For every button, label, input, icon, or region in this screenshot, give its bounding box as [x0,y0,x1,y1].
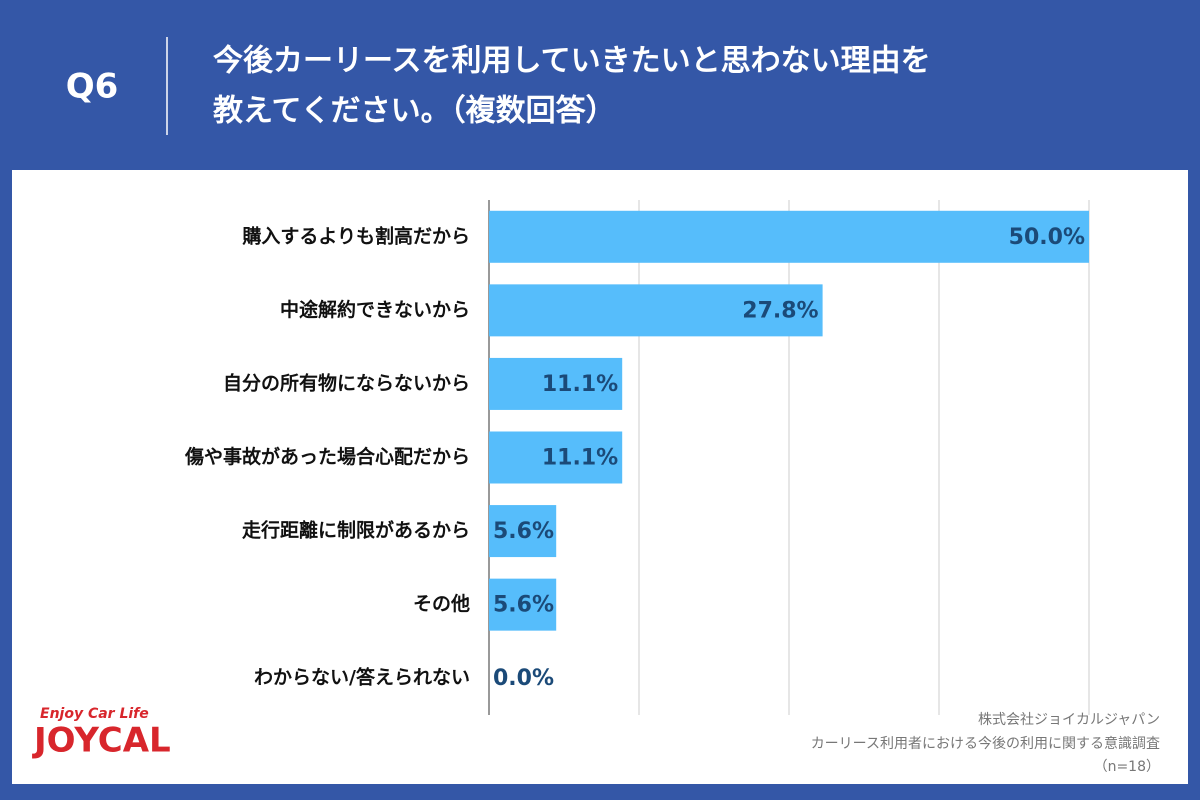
value-label: 50.0% [1009,225,1085,250]
chart-title: 教えてください。（複数回答） [213,94,616,129]
bar [489,357,623,410]
value-label: 5.6% [493,593,554,618]
source: （n=18） [1094,759,1160,775]
value-label: 11.1% [542,372,618,397]
value-label: 5.6% [493,519,554,544]
category-label: 自分の所有物にならないから [223,371,470,394]
category-label: その他 [413,592,470,615]
category-label: 購入するよりも割高だから [242,224,470,247]
category-label: 傷や事故があった場合心配だから [184,445,470,468]
bar [489,578,557,631]
value-label: 0.0% [493,666,554,691]
value-label: 27.8% [742,298,818,323]
source: 株式会社ジョイカルジャパン [978,712,1160,728]
bar [489,284,823,337]
logo: JOYCAL [32,721,171,761]
category-label: 中途解約できないから [280,298,470,321]
logo-tagline: Enjoy Car Life [40,706,149,722]
bar [489,210,1089,263]
category-label: わからない/答えられない [254,666,470,689]
source: カーリース利用者における今後の利用に関する意識調査 [811,735,1160,752]
question-number: Q6 [66,67,119,107]
bar [489,431,623,484]
chart-title: 今後カーリースを利用していきたいと思わない理由を [213,44,931,79]
category-label: 走行距離に制限があるから [242,519,470,542]
bar [489,505,557,558]
value-label: 11.1% [542,446,618,471]
